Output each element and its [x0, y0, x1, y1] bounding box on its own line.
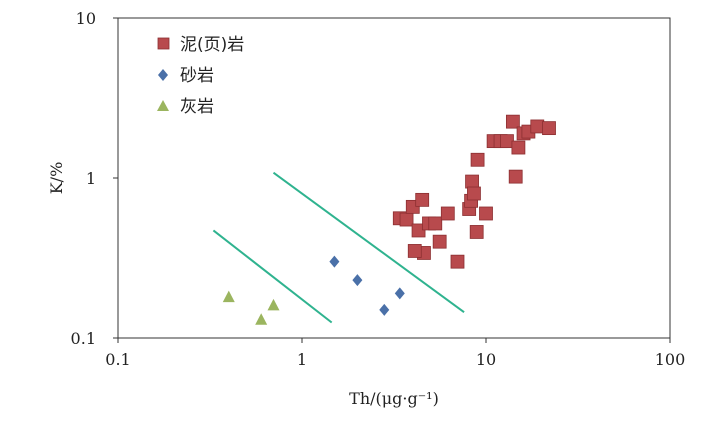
reference-line-2 [272, 171, 465, 313]
legend-item-sandstone: 砂岩 [158, 66, 214, 86]
sandstone-point [379, 303, 390, 316]
x-tick-label: 1 [297, 350, 307, 369]
y-tick-label: 1 [86, 169, 96, 188]
mudstone-point [505, 114, 520, 129]
y-axis-ticks: 0.1 1 10 [71, 9, 118, 348]
legend-label-limestone: 灰岩 [180, 97, 214, 117]
mudstone-point [428, 216, 443, 231]
mudstone-point [440, 206, 455, 221]
mudstone-point [407, 244, 422, 258]
legend: 泥(页)岩 砂岩 灰岩 [157, 35, 244, 117]
mudstone-point [479, 206, 493, 221]
sandstone-point [352, 274, 363, 287]
mudstone-point [542, 121, 556, 136]
legend-item-limestone: 灰岩 [157, 97, 214, 117]
mudstone-point [530, 119, 545, 134]
mudstone-point [399, 212, 414, 227]
limestone-point [255, 313, 268, 325]
limestone-point [222, 290, 235, 303]
mudstone-point [432, 234, 447, 249]
limestone-point [267, 298, 280, 311]
x-tick-label: 100 [655, 350, 686, 369]
legend-diamond-marker [158, 69, 168, 81]
y-tick-label: 10 [76, 9, 96, 28]
mudstone-point [469, 225, 484, 239]
legend-label-sandstone: 砂岩 [180, 66, 214, 86]
x-axis-title: Th/(μg·g⁻¹) [349, 389, 439, 408]
sandstone-point [394, 287, 405, 300]
mudstone-point [465, 174, 479, 189]
x-axis-ticks: 0.1 1 10 100 [105, 338, 685, 369]
x-tick-label: 0.1 [105, 350, 130, 369]
reference-line-1 [212, 229, 333, 324]
mudstone-point [508, 169, 523, 184]
mudstone-point [470, 152, 485, 167]
x-tick-label: 10 [476, 350, 496, 369]
mudstone-point [511, 140, 526, 155]
legend-label-mudstone: 泥(页)岩 [180, 35, 244, 55]
mudstone-point [415, 192, 430, 207]
legend-triangle-marker [157, 100, 169, 111]
y-axis-title: K/% [47, 162, 66, 195]
reference-lines [212, 171, 465, 324]
mudstone-point [411, 223, 426, 238]
sandstone-point [329, 255, 340, 268]
mudstone-point [450, 254, 465, 269]
legend-square-marker [157, 37, 170, 50]
legend-item-mudstone: 泥(页)岩 [157, 35, 244, 55]
mudstone-point [467, 186, 481, 201]
y-tick-label: 0.1 [71, 329, 96, 348]
data-points [222, 114, 556, 325]
